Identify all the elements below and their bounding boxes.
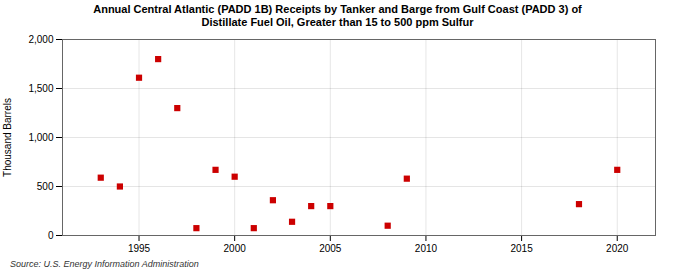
html-text:Annual Central Atlantic (PADD: Annual Central Atlantic (PADD 1B) Receip… — [93, 3, 582, 15]
svg-text:Thousand Barrels: Thousand Barrels — [2, 98, 13, 177]
svg-text:2,000: 2,000 — [28, 34, 53, 45]
svg-text:2015: 2015 — [510, 243, 533, 254]
svg-text:2010: 2010 — [415, 243, 438, 254]
html-text:Source: U.S. Energy Informatio: Source: U.S. Energy Information Administ… — [10, 259, 199, 269]
svg-text:1,500: 1,500 — [28, 83, 53, 94]
svg-text:0: 0 — [48, 230, 54, 241]
svg-text:2005: 2005 — [319, 243, 342, 254]
svg-text:1995: 1995 — [128, 243, 151, 254]
html-text:Distillate Fuel Oil, Greater t: Distillate Fuel Oil, Greater than 15 to … — [201, 16, 474, 28]
svg-text:500: 500 — [37, 181, 54, 192]
svg-text:2020: 2020 — [606, 243, 629, 254]
svg-text:1,000: 1,000 — [28, 132, 53, 143]
svg-text:2000: 2000 — [224, 243, 247, 254]
